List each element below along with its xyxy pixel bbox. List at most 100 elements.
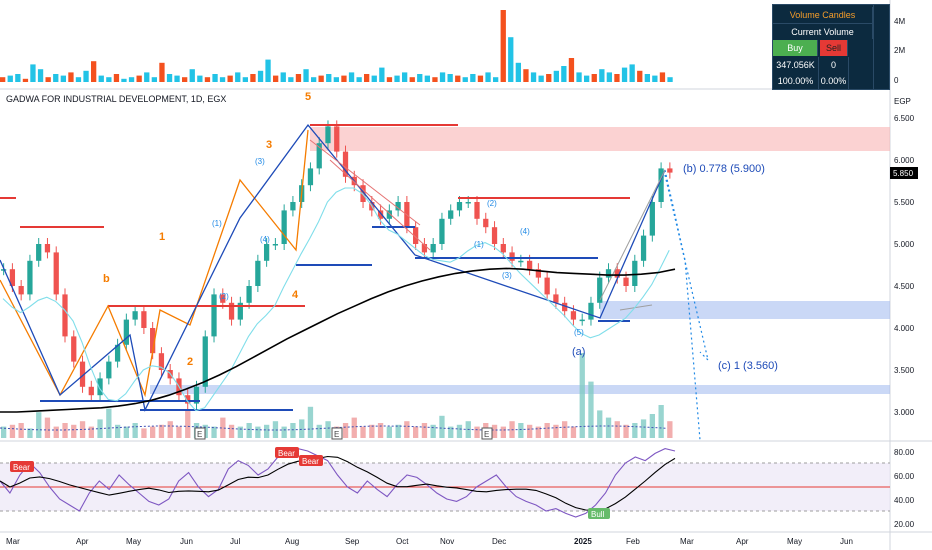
- volume-bar-lower: [316, 424, 322, 438]
- candle-body: [667, 168, 673, 173]
- x-tick: Jun: [840, 537, 853, 546]
- candle-body: [1, 269, 7, 271]
- volume-bars: [0, 10, 673, 82]
- volume-bar: [439, 72, 446, 82]
- subwave-label: (4): [520, 227, 530, 236]
- volume-bar-lower: [632, 423, 638, 438]
- vc-sell-value: 0: [819, 57, 849, 73]
- vc-sell-pct: 0.00%: [819, 73, 849, 89]
- candle-body: [509, 252, 515, 261]
- rsi-signal-bear: Bear: [13, 463, 30, 472]
- demand-zone-lower: [150, 385, 890, 394]
- vol-tick: 4M: [894, 17, 905, 26]
- x-tick: Oct: [396, 537, 409, 546]
- vc-buy-label: Buy: [773, 40, 818, 56]
- rsi-tick: 60.00: [894, 472, 915, 481]
- x-tick: May: [126, 537, 141, 546]
- x-tick: Aug: [285, 537, 299, 546]
- subwave-label: (3): [502, 271, 512, 280]
- volume-bar-lower: [360, 426, 366, 438]
- volume-bar: [546, 74, 552, 82]
- x-tick: Jul: [230, 537, 240, 546]
- volume-bar-lower: [377, 423, 384, 438]
- volume-bar: [311, 77, 317, 82]
- price-tick: 3.500: [894, 366, 915, 375]
- last-price-label: 5.850: [893, 169, 914, 178]
- wave-label-2: 2: [187, 356, 193, 368]
- volume-bar-lower: [605, 417, 612, 438]
- volume-bar-lower: [553, 424, 559, 438]
- candle-body: [483, 218, 489, 228]
- vc-buy-value: 347.056K: [773, 57, 819, 73]
- volume-bar: [106, 77, 112, 82]
- rsi-signal-bull: Bull: [591, 510, 605, 519]
- volume-bar-lower: [53, 426, 59, 438]
- volume-bar: [637, 70, 643, 82]
- volume-bar-lower: [255, 426, 261, 438]
- candle-body: [141, 311, 147, 328]
- subwave-label: (4): [260, 235, 270, 244]
- volume-bar: [477, 75, 484, 82]
- volume-bar: [462, 77, 468, 82]
- candle-body: [325, 126, 331, 144]
- volume-bar: [515, 62, 521, 82]
- volume-bar: [151, 77, 157, 82]
- candle-body: [632, 260, 638, 286]
- x-tick: Apr: [736, 537, 749, 546]
- candle-body: [158, 353, 165, 370]
- candle-body: [202, 336, 208, 387]
- price-tick: 4.000: [894, 324, 915, 333]
- volume-bar: [189, 69, 195, 82]
- volume-bar: [493, 77, 499, 82]
- wave-label-1: 1: [159, 231, 165, 243]
- volume-bar: [386, 77, 393, 82]
- price-tick: 6.000: [894, 156, 915, 165]
- candle-body: [281, 210, 287, 244]
- volume-bar-lower: [71, 424, 77, 438]
- x-tick: Apr: [76, 537, 89, 546]
- subwave-label: (3): [255, 157, 265, 166]
- candle-body: [79, 361, 86, 387]
- candle-body: [272, 244, 279, 246]
- volume-bar-lower: [342, 423, 349, 438]
- volume-bar: [659, 72, 666, 82]
- volume-bar: [22, 78, 29, 82]
- volume-bar-lower: [237, 426, 243, 438]
- volume-bar: [0, 77, 6, 82]
- vc-sell-label: Sell: [820, 40, 848, 56]
- subwave-label: (5): [574, 328, 584, 337]
- candle-body: [421, 244, 428, 253]
- volume-bar: [568, 58, 575, 82]
- volume-bar: [667, 77, 673, 82]
- volume-bar: [295, 74, 302, 82]
- candle-body: [114, 344, 121, 362]
- x-tick: Mar: [6, 537, 20, 546]
- volume-bar-lower: [1, 426, 7, 438]
- candle-body: [97, 378, 103, 396]
- volume-bar-lower: [176, 426, 182, 438]
- volume-bar: [379, 67, 385, 82]
- vc-current-volume: Current Volume: [773, 23, 873, 39]
- candle-body: [500, 244, 506, 253]
- volume-bar-lower: [649, 414, 655, 438]
- volume-bar: [98, 75, 104, 82]
- volume-bar-lower: [518, 423, 524, 438]
- volume-bar: [447, 74, 453, 82]
- sma-long-line: [0, 267, 676, 413]
- projection-line-2: [664, 174, 710, 362]
- volume-bar-lower: [167, 421, 173, 438]
- candle-body: [491, 227, 498, 244]
- volume-bar-lower: [123, 426, 129, 438]
- candle-body: [553, 294, 559, 303]
- volume-bar: [83, 70, 89, 82]
- volume-bar-lower: [474, 426, 480, 438]
- sma-short-line: [2, 187, 670, 412]
- volume-bar: [242, 77, 248, 82]
- rsi-tick: 40.00: [894, 496, 915, 505]
- volume-bar: [341, 75, 347, 82]
- rsi-ma-line: [0, 455, 676, 512]
- candle-body: [526, 260, 533, 270]
- volume-bar: [204, 77, 211, 82]
- candle-body: [316, 143, 322, 169]
- candle-body: [53, 252, 59, 295]
